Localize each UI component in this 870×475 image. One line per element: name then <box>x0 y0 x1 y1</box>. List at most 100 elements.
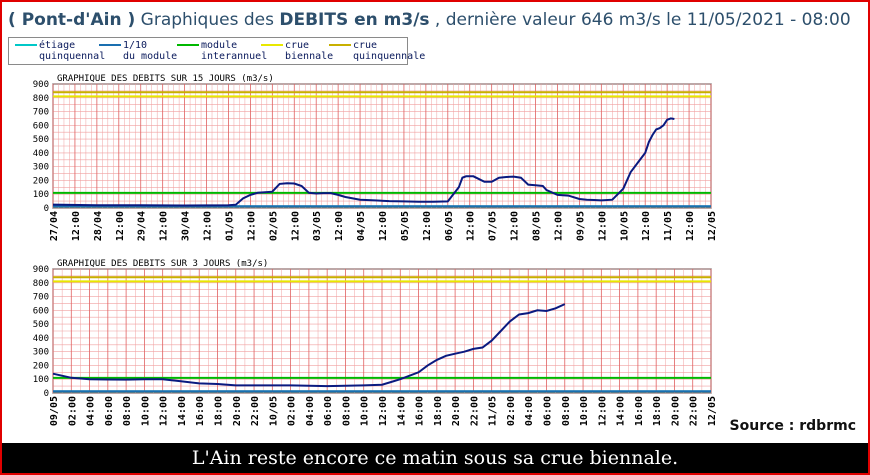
x-tick-label: 09/05 <box>575 211 586 241</box>
x-tick-label: 08:00 <box>122 396 133 426</box>
x-tick-label: 06/05 <box>444 211 455 241</box>
y-tick-label: 100 <box>33 375 49 385</box>
x-tick-label: 20:00 <box>232 396 243 426</box>
y-tick-label: 300 <box>33 163 49 173</box>
title-text-1: Graphiques des <box>135 10 280 30</box>
x-tick-label: 22:00 <box>689 396 700 426</box>
x-tick-label: 12:00 <box>246 211 257 241</box>
x-tick-label: 06:00 <box>543 396 554 426</box>
x-tick-label: 06:00 <box>104 396 115 426</box>
x-tick-label: 08:00 <box>561 396 572 426</box>
x-tick-label: 12:00 <box>553 211 564 241</box>
x-tick-label: 16:00 <box>634 396 645 426</box>
x-tick-label: 04:00 <box>524 396 535 426</box>
x-tick-label: 29/04 <box>137 211 148 241</box>
x-tick-label: 04:00 <box>305 396 316 426</box>
legend-swatch <box>177 44 199 46</box>
y-tick-label: 500 <box>33 135 49 145</box>
x-tick-label: 02:00 <box>287 396 298 426</box>
x-tick-label: 14:00 <box>177 396 188 426</box>
legend-swatch <box>261 44 283 46</box>
y-tick-label: 300 <box>33 348 49 358</box>
x-tick-label: 04:00 <box>86 396 97 426</box>
footer-banner: L'Ain reste encore ce matin sous sa crue… <box>2 443 868 473</box>
x-tick-label: 14:00 <box>616 396 627 426</box>
x-tick-label: 27/04 <box>49 211 60 241</box>
y-tick-label: 0 <box>44 389 49 399</box>
x-tick-label: 18:00 <box>433 396 444 426</box>
x-tick-label: 10:00 <box>360 396 371 426</box>
chart-title: GRAPHIQUE DES DEBITS SUR 3 JOURS (m3/s) <box>57 259 268 269</box>
y-tick-label: 700 <box>33 293 49 303</box>
page-title: ( Pont-d'Ain ) Graphiques des DEBITS en … <box>8 10 851 30</box>
y-tick-label: 400 <box>33 334 49 344</box>
x-tick-label: 28/04 <box>93 211 104 241</box>
x-tick-label: 12:00 <box>378 396 389 426</box>
x-tick-label: 12:00 <box>641 211 652 241</box>
x-tick-label: 16:00 <box>415 396 426 426</box>
x-tick-label: 12:00 <box>203 211 214 241</box>
y-tick-label: 200 <box>33 361 49 371</box>
y-tick-label: 400 <box>33 149 49 159</box>
x-tick-label: 03/05 <box>312 211 323 241</box>
x-tick-label: 12:00 <box>685 211 696 241</box>
legend-swatch <box>15 44 37 46</box>
x-tick-label: 02:00 <box>506 396 517 426</box>
x-tick-label: 02:00 <box>67 396 78 426</box>
x-tick-label: 12:00 <box>510 211 521 241</box>
legend-label: étiage quinquennal <box>39 40 106 62</box>
chart-title: GRAPHIQUE DES DEBITS SUR 15 JOURS (m3/s) <box>57 74 274 84</box>
chart-1: 0 100 200 300 400 500 600 700 800 900 GRAPHIQUE DE… <box>33 259 718 426</box>
y-tick-label: 800 <box>33 279 49 289</box>
station-name: ( Pont-d'Ain ) <box>8 10 136 30</box>
legend-label: crue quinquennale <box>353 40 426 62</box>
x-tick-label: 12:00 <box>466 211 477 241</box>
x-tick-label: 01/05 <box>224 211 235 241</box>
x-tick-label: 12:00 <box>422 211 433 241</box>
x-tick-label: 08/05 <box>532 211 543 241</box>
legend-label: 1/10 du module <box>123 40 178 62</box>
legend: étiage quinquennal 1/10 du module module… <box>8 37 425 65</box>
title-bold: DEBITS en m3/s <box>279 10 430 30</box>
x-tick-label: 12:00 <box>159 396 170 426</box>
x-tick-label: 09/05 <box>49 396 60 426</box>
x-tick-label: 06:00 <box>323 396 334 426</box>
x-tick-label: 30/04 <box>181 211 192 241</box>
title-text-2: , dernière valeur 646 m3/s le 11/05/2021… <box>429 10 851 30</box>
x-tick-label: 12:00 <box>115 211 126 241</box>
legend-item-crue-biennale: crue biennale <box>261 40 333 62</box>
x-tick-label: 12:00 <box>597 396 608 426</box>
x-tick-label: 07/05 <box>488 211 499 241</box>
series-line-0 <box>52 303 566 388</box>
x-tick-label: 10/05 <box>268 396 279 426</box>
y-tick-label: 0 <box>44 204 49 214</box>
x-tick-label: 02/05 <box>268 211 279 241</box>
x-tick-label: 18:00 <box>214 396 225 426</box>
x-tick-label: 12:00 <box>71 211 82 241</box>
legend-swatch <box>99 44 121 46</box>
y-tick-label: 900 <box>33 265 49 275</box>
source-label: Source : rdbrmc <box>729 418 856 434</box>
y-tick-label: 800 <box>33 94 49 104</box>
legend-item-crue-quinquennale: crue quinquennale <box>329 40 425 62</box>
x-tick-label: 12:00 <box>378 211 389 241</box>
x-tick-label: 10/05 <box>619 211 630 241</box>
legend-item-module: module interannuel <box>177 40 267 62</box>
legend-swatch <box>329 44 351 46</box>
x-tick-label: 05/05 <box>400 211 411 241</box>
x-tick-label: 12/05 <box>707 396 718 426</box>
x-tick-label: 14:00 <box>396 396 407 426</box>
legend-label: module interannuel <box>201 40 268 62</box>
x-tick-label: 08:00 <box>341 396 352 426</box>
y-tick-label: 700 <box>33 108 49 118</box>
x-tick-label: 10:00 <box>579 396 590 426</box>
x-tick-label: 16:00 <box>195 396 206 426</box>
x-tick-label: 22:00 <box>469 396 480 426</box>
x-tick-label: 12/05 <box>707 211 718 241</box>
chart-0: 0 100 200 300 400 500 600 700 800 900 GRAPHIQUE DE… <box>33 74 718 241</box>
y-tick-label: 600 <box>33 306 49 316</box>
x-tick-label: 12:00 <box>159 211 170 241</box>
charts-canvas: 0 100 200 300 400 500 600 700 800 900 GRAPHIQUE DE… <box>33 74 718 426</box>
x-tick-label: 10:00 <box>140 396 151 426</box>
x-tick-label: 20:00 <box>670 396 681 426</box>
